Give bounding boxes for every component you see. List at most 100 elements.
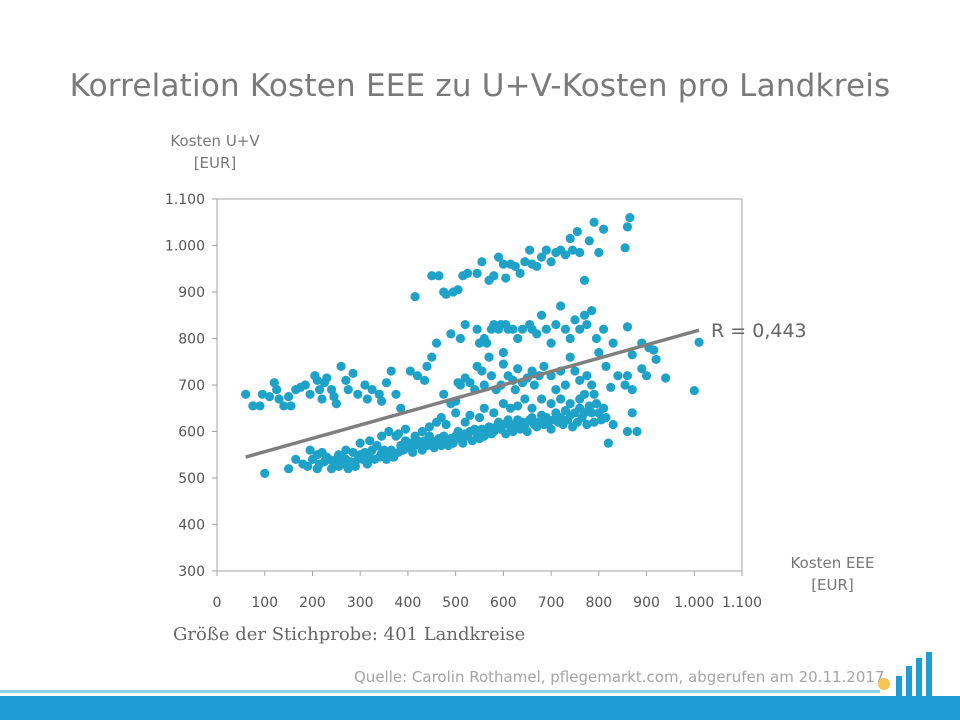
x-tick-label: 900 [633, 595, 660, 611]
data-point [539, 361, 549, 371]
data-point [522, 426, 532, 437]
data-point [582, 319, 592, 330]
data-point [582, 419, 592, 430]
data-point [637, 364, 647, 374]
data-point [286, 401, 296, 411]
y-tick-label: 1.100 [165, 192, 205, 208]
data-point [300, 380, 310, 390]
data-point [329, 392, 339, 402]
data-point [632, 426, 642, 437]
data-point [520, 257, 530, 267]
data-point [532, 261, 542, 272]
data-point [462, 268, 473, 278]
data-point [489, 271, 499, 281]
data-point [260, 468, 270, 478]
footer-accent-line [0, 690, 880, 693]
data-point [498, 359, 508, 369]
data-point [546, 338, 556, 348]
data-point [451, 408, 461, 418]
data-point [486, 371, 497, 381]
data-point [606, 382, 616, 392]
data-point [689, 385, 699, 396]
data-point [565, 352, 575, 362]
data-point [460, 319, 470, 330]
data-point [283, 464, 294, 474]
data-point [386, 366, 396, 376]
data-point [560, 324, 571, 334]
data-point [343, 385, 353, 395]
data-point [374, 389, 384, 399]
data-point [536, 252, 547, 262]
data-point [465, 410, 475, 420]
data-point [384, 426, 394, 437]
y-axis-label-line1: Kosten U+V [170, 132, 260, 150]
data-point [393, 429, 403, 439]
data-point [274, 394, 284, 404]
x-tick-label: 700 [538, 595, 565, 611]
data-point [546, 257, 556, 267]
data-point [465, 378, 475, 388]
data-point [472, 324, 482, 334]
data-point [365, 436, 375, 446]
data-point [448, 438, 458, 448]
data-point [503, 415, 513, 425]
data-point [541, 245, 551, 255]
data-point [627, 408, 637, 418]
y-tick-label: 1.000 [165, 239, 205, 255]
data-point [360, 380, 370, 390]
data-point [598, 224, 609, 234]
data-point [334, 450, 344, 460]
data-point [303, 461, 313, 471]
data-point [529, 380, 539, 390]
data-point [336, 361, 346, 371]
data-point [622, 222, 633, 232]
chart-title: Korrelation Kosten EEE zu U+V-Kosten pro… [69, 68, 891, 104]
data-point [608, 419, 618, 430]
data-point [556, 301, 566, 311]
data-point [422, 361, 432, 371]
data-point [527, 403, 537, 413]
y-tick-label: 900 [178, 285, 205, 301]
data-point [579, 310, 590, 320]
data-point [405, 366, 415, 376]
data-point [348, 447, 358, 458]
data-point [536, 310, 547, 320]
data-point [556, 394, 566, 404]
data-point [575, 394, 585, 404]
x-axis-label-line2: [EUR] [811, 576, 854, 594]
data-point [326, 385, 337, 395]
x-axis-label: Kosten EEE [EUR] [770, 552, 895, 596]
data-point [560, 250, 571, 260]
data-point [575, 247, 585, 258]
data-point [513, 333, 523, 344]
data-point [417, 426, 427, 437]
data-point [431, 338, 442, 348]
data-point [510, 261, 520, 272]
data-point [694, 337, 704, 347]
data-point [427, 352, 437, 362]
data-point [283, 392, 294, 402]
footer-bar [0, 696, 960, 720]
data-point [622, 371, 633, 381]
data-point [589, 217, 599, 227]
y-tick-label: 400 [178, 518, 205, 534]
y-tick-label: 300 [178, 564, 205, 580]
data-point [541, 324, 551, 334]
data-point [501, 429, 511, 439]
data-point [505, 403, 516, 413]
data-point [591, 333, 602, 344]
data-point [608, 338, 618, 348]
data-point [589, 389, 599, 399]
data-point [458, 438, 468, 448]
data-point [508, 426, 518, 437]
data-point [317, 394, 327, 404]
data-point [341, 445, 351, 455]
data-point [565, 399, 575, 409]
data-point [601, 412, 611, 423]
data-point [424, 422, 434, 432]
x-tick-label: 800 [585, 595, 612, 611]
data-point [439, 389, 449, 399]
data-point [501, 273, 511, 283]
data-point [498, 259, 508, 269]
data-point [572, 226, 582, 237]
